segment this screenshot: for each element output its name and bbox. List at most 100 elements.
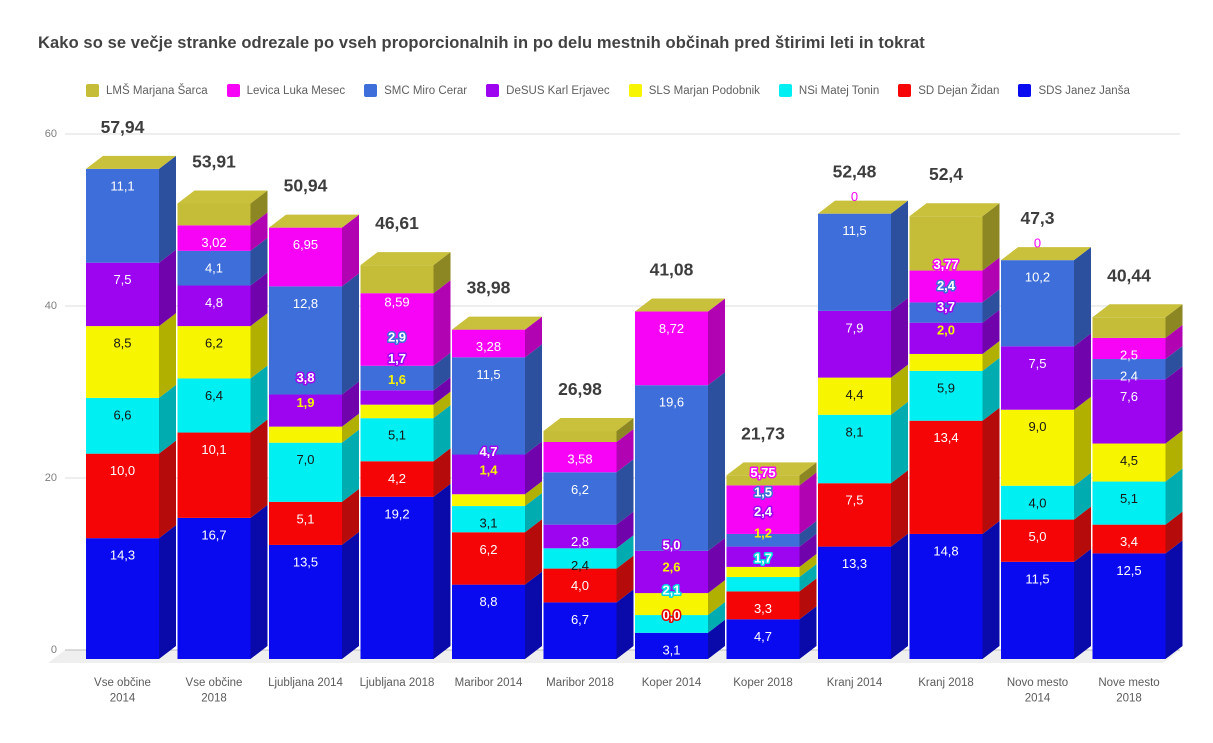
segment-sls-front[interactable]: [177, 326, 251, 379]
segment-nsi-front[interactable]: [635, 615, 708, 633]
segment-desus-front[interactable]: [818, 310, 891, 378]
segment-nsi-side[interactable]: [799, 564, 817, 592]
segment-nsi-side[interactable]: [159, 384, 176, 454]
segment-smc-front[interactable]: [818, 213, 891, 311]
segment-desus-side[interactable]: [708, 537, 725, 594]
segment-levica-front[interactable]: [360, 293, 434, 366]
segment-levica-front[interactable]: [543, 442, 617, 473]
segment-sls-front[interactable]: [818, 377, 891, 415]
segment-levica-front[interactable]: [909, 270, 983, 303]
segment-sls-front[interactable]: [1001, 409, 1074, 486]
segment-nsi-side[interactable]: [342, 429, 359, 502]
segment-desus-front[interactable]: [452, 454, 525, 495]
segment-smc-side[interactable]: [159, 155, 176, 263]
segment-sls-front[interactable]: [360, 404, 434, 419]
segment-lms-front[interactable]: [726, 475, 800, 486]
segment-sds-front[interactable]: [452, 584, 525, 659]
segment-sds-front[interactable]: [86, 538, 159, 659]
segment-smc-front[interactable]: [269, 286, 342, 395]
segment-smc-side[interactable]: [1074, 247, 1091, 347]
segment-smc-side[interactable]: [433, 352, 451, 391]
segment-sd-front[interactable]: [360, 461, 434, 497]
segment-sds-side[interactable]: [342, 531, 359, 659]
segment-smc-side[interactable]: [891, 200, 908, 311]
segment-sd-front[interactable]: [909, 420, 983, 534]
segment-sds-front[interactable]: [726, 619, 800, 659]
segment-nsi-front[interactable]: [452, 506, 525, 533]
segment-desus-front[interactable]: [177, 285, 251, 327]
segment-desus-front[interactable]: [1092, 379, 1166, 444]
segment-sd-side[interactable]: [1165, 511, 1183, 554]
segment-sd-front[interactable]: [818, 483, 891, 547]
segment-sd-side[interactable]: [799, 578, 817, 620]
segment-smc-front[interactable]: [1092, 359, 1166, 380]
segment-desus-side[interactable]: [433, 377, 451, 405]
segment-levica-front[interactable]: [726, 485, 800, 534]
segment-smc-side[interactable]: [342, 273, 359, 395]
segment-desus-side[interactable]: [1165, 366, 1183, 444]
segment-smc-side[interactable]: [250, 237, 268, 286]
legend-item-levica[interactable]: Levica Luka Mesec: [226, 84, 345, 97]
segment-sds-front[interactable]: [818, 546, 891, 659]
segment-desus-front[interactable]: [635, 550, 708, 594]
segment-lms-side[interactable]: [982, 203, 1000, 271]
segment-sd-side[interactable]: [891, 470, 908, 547]
segment-sd-side[interactable]: [525, 519, 542, 585]
segment-levica-side[interactable]: [525, 316, 542, 358]
segment-nsi-side[interactable]: [891, 401, 908, 484]
segment-sds-front[interactable]: [1092, 553, 1166, 659]
segment-desus-side[interactable]: [982, 309, 1000, 354]
segment-sds-side[interactable]: [708, 619, 725, 659]
segment-lms-side[interactable]: [616, 418, 634, 443]
segment-nsi-front[interactable]: [360, 418, 434, 462]
segment-nsi-side[interactable]: [708, 602, 725, 633]
segment-levica-front[interactable]: [635, 311, 708, 386]
segment-smc-front[interactable]: [1001, 260, 1074, 347]
segment-lms-front[interactable]: [360, 265, 434, 294]
segment-levica-front[interactable]: [1092, 337, 1166, 360]
segment-sd-front[interactable]: [543, 568, 617, 603]
segment-sls-side[interactable]: [708, 580, 725, 616]
segment-sls-side[interactable]: [982, 340, 1000, 371]
segment-nsi-front[interactable]: [177, 378, 251, 433]
segment-desus-side[interactable]: [525, 441, 542, 495]
segment-sls-front[interactable]: [452, 494, 525, 507]
segment-desus-front[interactable]: [360, 390, 434, 405]
segment-sd-side[interactable]: [342, 488, 359, 545]
segment-desus-side[interactable]: [342, 381, 359, 427]
segment-lms-front[interactable]: [177, 203, 251, 226]
segment-lms-front[interactable]: [909, 216, 983, 271]
segment-sds-front[interactable]: [1001, 561, 1074, 659]
segment-sd-front[interactable]: [452, 532, 525, 585]
segment-levica-side[interactable]: [982, 257, 1000, 303]
segment-levica-side[interactable]: [342, 214, 359, 287]
segment-lms-side[interactable]: [433, 252, 451, 294]
segment-sds-front[interactable]: [635, 632, 708, 659]
segment-smc-front[interactable]: [726, 533, 800, 547]
segment-sls-side[interactable]: [799, 553, 817, 578]
segment-sls-front[interactable]: [86, 326, 159, 398]
segment-lms-front[interactable]: [543, 431, 617, 443]
segment-sd-side[interactable]: [1074, 506, 1091, 562]
legend-item-sls[interactable]: SLS Marjan Podobnik: [628, 84, 760, 97]
segment-sd-front[interactable]: [726, 591, 800, 620]
segment-sls-front[interactable]: [909, 353, 983, 371]
segment-sd-front[interactable]: [1001, 519, 1074, 562]
segment-smc-front[interactable]: [543, 472, 617, 525]
legend-item-nsi[interactable]: NSi Matej Tonin: [778, 84, 879, 97]
segment-smc-front[interactable]: [360, 365, 434, 391]
segment-sds-front[interactable]: [269, 544, 342, 659]
legend-item-lms[interactable]: LMŠ Marjana Šarca: [86, 84, 208, 97]
segment-desus-side[interactable]: [1074, 333, 1091, 410]
segment-levica-side[interactable]: [708, 298, 725, 386]
segment-sd-side[interactable]: [250, 419, 268, 518]
segment-desus-side[interactable]: [799, 533, 817, 567]
segment-sds-side[interactable]: [525, 571, 542, 659]
segment-sd-side[interactable]: [982, 407, 1000, 534]
segment-nsi-front[interactable]: [818, 414, 891, 484]
segment-sls-side[interactable]: [342, 413, 359, 443]
segment-sd-front[interactable]: [86, 453, 159, 539]
segment-levica-front[interactable]: [452, 329, 525, 358]
segment-levica-front[interactable]: [177, 225, 251, 251]
segment-desus-side[interactable]: [250, 272, 268, 327]
